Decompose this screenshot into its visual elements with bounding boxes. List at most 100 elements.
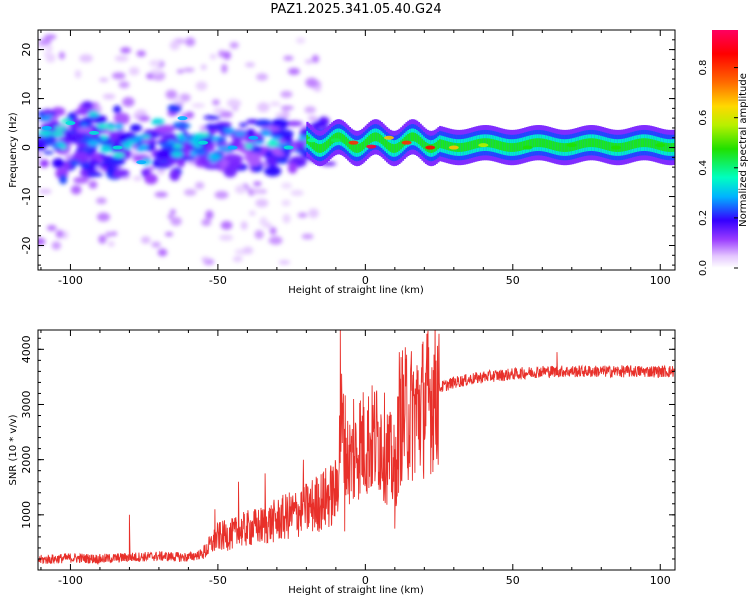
heatmap-noise-blob bbox=[46, 224, 57, 231]
heatmap-cloud-blob bbox=[88, 159, 99, 168]
heatmap-noise-blob bbox=[105, 231, 112, 238]
heatmap-noise-blob bbox=[222, 51, 232, 60]
heatmap-band-cell bbox=[534, 138, 537, 148]
heatmap-band-cell bbox=[577, 140, 580, 150]
colorbar-tick-label: 0.4 bbox=[698, 160, 709, 176]
heatmap-ridge-point bbox=[227, 145, 238, 150]
heatmap-core-blob bbox=[270, 136, 282, 140]
heatmap-noise-blob bbox=[234, 184, 247, 194]
heatmap-band-cell bbox=[564, 143, 567, 152]
heatmap-band-cell bbox=[336, 132, 339, 142]
heatmap-noise-blob bbox=[200, 64, 207, 70]
snr-border bbox=[37, 329, 676, 571]
heatmap-noise-blob bbox=[133, 176, 142, 181]
heatmap-band-cell bbox=[554, 141, 557, 151]
heatmap-band-cell bbox=[339, 132, 343, 142]
heatmap-ridge-point bbox=[330, 138, 341, 143]
heatmap-noise-blob bbox=[185, 37, 196, 47]
spectrogram-xtick-label: -50 bbox=[209, 274, 227, 287]
heatmap-cloud-blob bbox=[81, 101, 94, 109]
spectrogram-xtick-label: 50 bbox=[506, 274, 520, 287]
heatmap-noise-blob bbox=[38, 188, 52, 195]
heatmap-core-blob bbox=[181, 131, 189, 137]
heatmap-noise-blob bbox=[295, 37, 306, 44]
spectrogram-border bbox=[37, 29, 676, 271]
heatmap-band-cell bbox=[637, 138, 640, 148]
heatmap-cloud-blob bbox=[223, 165, 237, 178]
heatmap-noise-blob bbox=[114, 55, 129, 62]
heatmap-band-cell bbox=[492, 139, 495, 149]
heatmap-noise-blob bbox=[51, 241, 62, 250]
heatmap-band-cell bbox=[350, 141, 353, 151]
heatmap-band-cell bbox=[393, 144, 396, 153]
heatmap-band-cell bbox=[387, 141, 390, 151]
heatmap-noise-blob bbox=[301, 233, 314, 240]
heatmap-band-cell bbox=[676, 134, 678, 159]
snr-ticks: -100 -50 0 50 100 1000 2000 3000 4000 bbox=[20, 330, 675, 587]
heatmap-noise-blob bbox=[150, 68, 164, 75]
heatmap-noise-blob bbox=[170, 216, 182, 226]
heatmap-band-cell bbox=[529, 139, 532, 149]
heatmap-band-cell bbox=[483, 138, 486, 148]
heatmap-core-blob bbox=[193, 134, 205, 140]
heatmap-core-blob bbox=[87, 140, 101, 147]
heatmap-band-cell bbox=[538, 138, 541, 148]
heatmap-cloud-blob bbox=[143, 129, 155, 137]
heatmap-noise-blob bbox=[107, 241, 115, 247]
heatmap-band-cell bbox=[315, 142, 318, 152]
heatmap-noise-blob bbox=[194, 181, 205, 190]
heatmap-cloud-blob bbox=[113, 112, 130, 124]
heatmap-band-cell bbox=[593, 138, 596, 148]
heatmap-band-cell bbox=[322, 143, 325, 153]
heatmap-band-cell bbox=[467, 141, 470, 151]
snr-ytick-label: 4000 bbox=[20, 335, 33, 363]
heatmap-band-cell bbox=[490, 138, 493, 148]
heatmap-noise-blob bbox=[164, 232, 174, 237]
heatmap-noise-blob bbox=[278, 260, 291, 265]
heatmap-noise-blob bbox=[118, 81, 130, 89]
heatmap-noise-blob bbox=[269, 226, 277, 235]
colorbar-tick-label: 0.8 bbox=[698, 60, 709, 76]
heatmap-core-blob bbox=[167, 140, 177, 144]
heatmap-band-cell bbox=[601, 140, 605, 150]
heatmap-band-cell bbox=[539, 138, 543, 148]
heatmap-ridge-point bbox=[448, 145, 459, 150]
colorbar-gradient bbox=[712, 30, 738, 268]
heatmap-band-cell bbox=[481, 138, 484, 148]
heatmap-noise-blob bbox=[304, 59, 313, 64]
heatmap-band-cell bbox=[348, 140, 352, 150]
heatmap-noise-blob bbox=[282, 213, 291, 224]
heatmap-noise-blob bbox=[157, 248, 168, 257]
heatmap-band-cell bbox=[469, 141, 472, 151]
heatmap-band-cell bbox=[309, 138, 313, 148]
heatmap-band-cell bbox=[476, 139, 479, 149]
heatmap-band-cell bbox=[545, 139, 548, 149]
heatmap-core-blob bbox=[251, 145, 263, 153]
heatmap-noise-blob bbox=[135, 109, 147, 117]
heatmap-band-cell bbox=[316, 143, 320, 153]
heatmap-band-cell bbox=[462, 142, 465, 152]
heatmap-noise-blob bbox=[79, 54, 93, 63]
heatmap-band-cell bbox=[623, 142, 626, 152]
spectrogram-x-label: Height of straight line (km) bbox=[288, 285, 424, 296]
heatmap-noise-blob bbox=[227, 98, 240, 108]
heatmap-band-cell bbox=[407, 133, 410, 143]
spectrogram-xtick-label: 0 bbox=[362, 274, 369, 287]
heatmap-noise-blob bbox=[201, 218, 212, 227]
heatmap-band-cell bbox=[635, 139, 638, 149]
heatmap-core-blob bbox=[150, 118, 165, 126]
heatmap-noise-blob bbox=[149, 59, 162, 67]
heatmap-cloud-blob bbox=[59, 174, 68, 185]
colorbar: 0.0 0.2 0.4 0.6 0.8 Normalized spectral ampl… bbox=[698, 30, 749, 276]
heatmap-band-cell bbox=[663, 142, 666, 152]
spectrogram-ytick-label: 0 bbox=[20, 144, 33, 151]
heatmap-noise-blob bbox=[245, 62, 255, 68]
heatmap-noise-blob bbox=[88, 180, 98, 189]
heatmap-band-cell bbox=[678, 142, 680, 151]
heatmap-core-blob bbox=[54, 126, 68, 131]
heatmap-band-cell bbox=[486, 138, 490, 148]
heatmap-cloud-blob bbox=[254, 119, 273, 127]
heatmap-core-blob bbox=[113, 153, 125, 158]
heatmap-band-cell bbox=[582, 139, 585, 149]
